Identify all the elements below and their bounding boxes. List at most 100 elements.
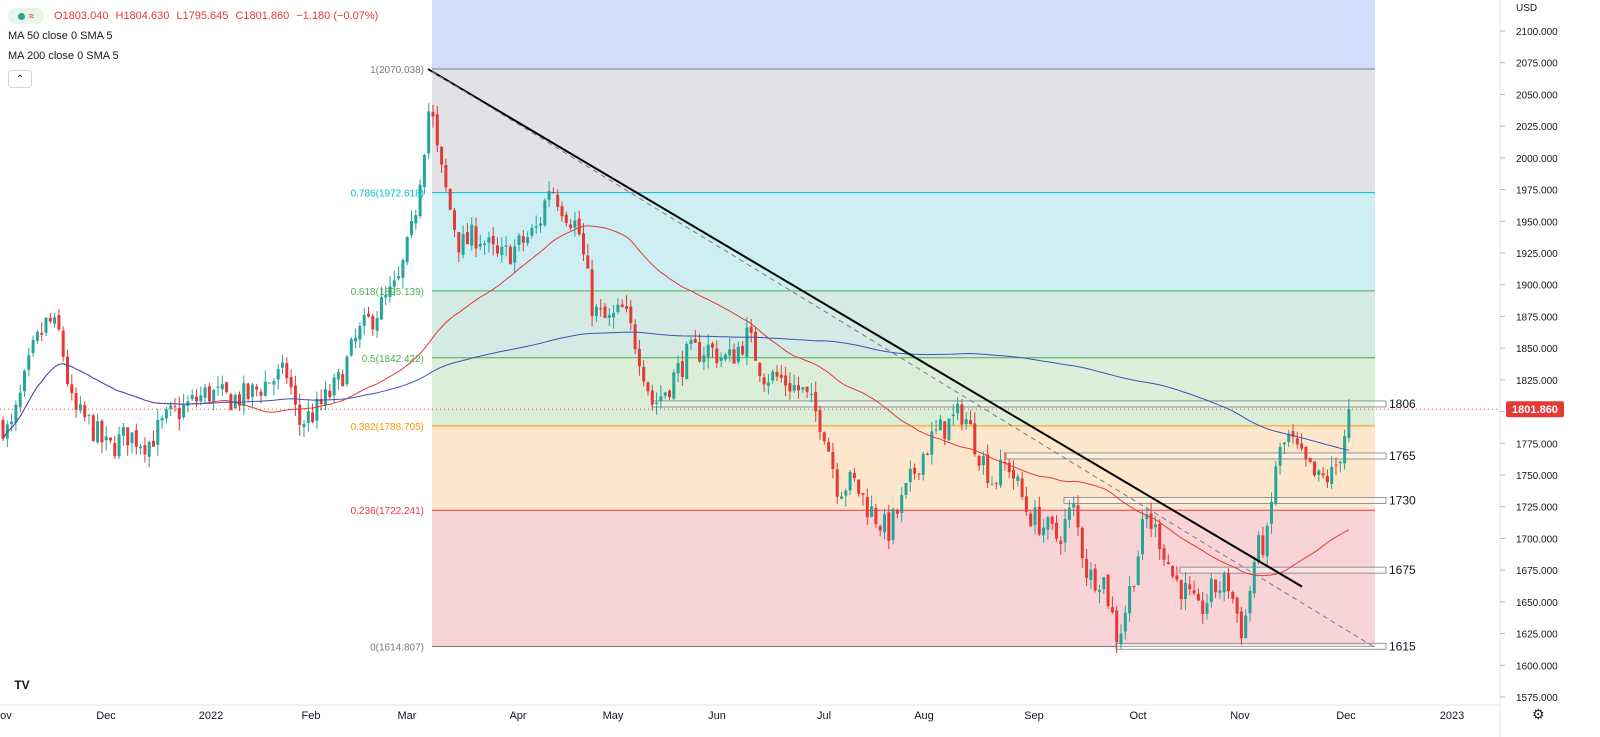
candle-body: [913, 467, 917, 474]
candle-body: [1149, 513, 1153, 529]
candle-body: [1042, 527, 1046, 536]
candle-body: [835, 469, 839, 497]
candle-body: [384, 294, 388, 298]
candle-body: [422, 154, 426, 187]
candle-body: [749, 326, 753, 333]
candle-body: [182, 404, 186, 418]
candle-body: [930, 431, 934, 455]
candle-body: [10, 421, 14, 425]
candle-body: [981, 456, 985, 466]
candle-body: [1132, 585, 1136, 587]
candle-body: [762, 377, 766, 385]
level-box: [1115, 642, 1387, 650]
candle-body: [926, 453, 929, 456]
candle-body: [895, 510, 899, 514]
candle-body: [1123, 612, 1127, 632]
candle-body: [435, 114, 439, 146]
candle-body: [259, 391, 263, 396]
candle-body: [1175, 575, 1179, 580]
candle-body: [582, 233, 585, 255]
candle-body: [792, 385, 796, 391]
candle-body: [547, 191, 551, 200]
candle-body: [96, 421, 100, 443]
candle-body: [543, 200, 547, 226]
candle-body: [444, 164, 448, 188]
price-axis: 2100.000 2075.000 2050.000 2025.000 2000.000…: [1499, 0, 1558, 737]
fib-level-label: 1(2070.038): [370, 65, 424, 76]
price-tick-label: 1850.000: [1516, 344, 1558, 355]
candle-body: [818, 410, 822, 432]
fib-level-label: 0.382(1788.705): [351, 422, 424, 433]
candle-body: [113, 442, 117, 457]
level-label: 1806: [1389, 397, 1416, 411]
currency-label[interactable]: USD: [1516, 3, 1538, 14]
candle-body: [1321, 473, 1325, 476]
candle-body: [268, 382, 272, 384]
collapse-legend-button[interactable]: ⌃: [8, 70, 32, 88]
candle-body: [121, 427, 125, 436]
candle-body: [599, 308, 603, 310]
candle-body: [620, 304, 624, 308]
ma200-legend[interactable]: MA 200 close 0 SMA 5: [8, 46, 382, 66]
candle-body: [1059, 540, 1063, 545]
candle-body: [169, 405, 173, 409]
candle-body: [1192, 590, 1196, 594]
candle-body: [1184, 582, 1187, 600]
candle-body: [1282, 442, 1286, 445]
candle-body: [1248, 590, 1252, 614]
fib-zone: [432, 192, 1375, 291]
candle-body: [1239, 611, 1243, 639]
current-price-badge: 1801.860: [1506, 401, 1564, 418]
price-tick-label: 2050.000: [1516, 90, 1558, 101]
candle-body: [1231, 592, 1235, 599]
time-tick-label: Feb: [302, 710, 321, 722]
candle-body: [521, 236, 525, 243]
fib-zone: [432, 290, 1375, 358]
candle-body: [177, 407, 181, 420]
candle-body: [960, 404, 964, 425]
candle-body: [719, 357, 723, 361]
candle-body: [1067, 507, 1071, 520]
gear-icon[interactable]: ⚙: [1532, 706, 1545, 722]
price-badge-label: 1801.860: [1512, 404, 1558, 416]
candle-body: [74, 393, 78, 410]
support-resistance-levels: 1806 1765 1730 1675 1615: [651, 397, 1416, 653]
candle-body: [1270, 501, 1273, 524]
candle-body: [1265, 525, 1269, 557]
candle-body: [852, 472, 856, 479]
candle-body: [711, 343, 714, 348]
candle-body: [1076, 505, 1080, 528]
candle-body: [1205, 602, 1209, 614]
candle-body: [483, 243, 487, 245]
candle-body: [887, 512, 891, 541]
tradingview-logo-icon[interactable]: TV: [14, 678, 30, 692]
candle-body: [431, 111, 435, 117]
candle-body: [1141, 519, 1144, 555]
chevron-up-icon: ⌃: [15, 73, 25, 85]
candle-body: [1196, 593, 1200, 601]
candle-body: [1317, 470, 1321, 476]
candle-body: [130, 432, 134, 444]
candle-body: [706, 344, 710, 358]
candle-body: [969, 420, 972, 425]
ma50-legend[interactable]: MA 50 close 0 SMA 5: [8, 26, 382, 46]
level-label: 1615: [1389, 639, 1416, 653]
candle-body: [590, 269, 594, 317]
candle-body: [827, 442, 831, 452]
candle-body: [328, 390, 332, 397]
price-tick-label: 1650.000: [1516, 598, 1558, 609]
candle-body: [951, 414, 955, 417]
candle-body: [607, 315, 611, 318]
candle-body: [723, 354, 727, 360]
open-value: O1803.040: [54, 10, 109, 22]
candle-body: [659, 396, 663, 401]
time-tick-label: 2023: [1440, 710, 1464, 722]
candle-body: [775, 372, 779, 377]
symbol-visibility-toggle[interactable]: ≈: [8, 8, 44, 24]
candle-body: [487, 237, 491, 243]
candle-body: [474, 226, 478, 249]
candle-body: [1145, 514, 1149, 519]
time-tick-label: Dec: [1336, 710, 1356, 722]
price-tick-label: 2075.000: [1516, 59, 1558, 70]
